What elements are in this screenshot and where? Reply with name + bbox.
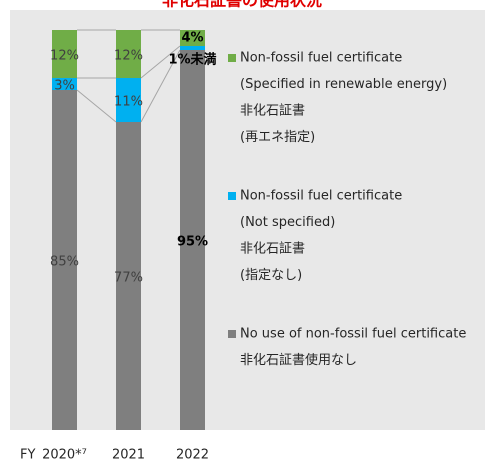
legend-label: 非化石証書 bbox=[240, 104, 305, 119]
bar-segment bbox=[116, 78, 141, 122]
legend-swatch bbox=[228, 192, 236, 200]
data-label: 12% bbox=[50, 49, 79, 64]
data-label: 3% bbox=[54, 79, 75, 94]
legend-label: 非化石証書使用なし bbox=[240, 352, 357, 368]
bar-segment bbox=[52, 90, 77, 430]
data-label: 11% bbox=[114, 95, 143, 110]
connector-line bbox=[76, 89, 117, 123]
bar-segment bbox=[180, 30, 205, 46]
data-label: 85% bbox=[50, 255, 79, 270]
data-label: 77% bbox=[114, 271, 143, 286]
bar-segment bbox=[52, 30, 77, 78]
legend-label: 非化石証書 bbox=[240, 242, 305, 257]
plot-background bbox=[10, 10, 485, 430]
data-label: 95% bbox=[177, 235, 208, 250]
legend-label: (再エネ指定) bbox=[240, 130, 315, 145]
bar-segment bbox=[116, 122, 141, 430]
bar-segment bbox=[116, 30, 141, 78]
connector-line bbox=[140, 45, 181, 79]
data-label: 1%未満 bbox=[168, 52, 216, 68]
data-label: 12% bbox=[114, 49, 143, 64]
data-label: 4% bbox=[181, 31, 203, 46]
x-tick-label: 2021 bbox=[112, 448, 145, 463]
legend-label: Non-fossil fuel certificate bbox=[240, 51, 402, 66]
legend-label: (Specified in renewable energy) bbox=[240, 77, 447, 92]
legend-swatch bbox=[228, 330, 236, 338]
legend-label: Non-fossil fuel certificate bbox=[240, 189, 402, 204]
x-axis-label: FY bbox=[20, 448, 35, 463]
x-tick-label: 2020*⁷ bbox=[42, 448, 87, 463]
bar-segment bbox=[180, 50, 205, 430]
legend-label: (指定なし) bbox=[240, 268, 302, 283]
legend-swatch bbox=[228, 54, 236, 62]
chart-title: 非化石証書の使用状況 bbox=[162, 0, 322, 10]
x-tick-label: 2022 bbox=[176, 448, 209, 463]
bar-segment bbox=[52, 78, 77, 90]
legend-label: No use of non-fossil fuel certificate bbox=[240, 327, 466, 342]
bar-segment bbox=[180, 46, 205, 50]
legend-label: (Not specified) bbox=[240, 215, 335, 230]
connector-line bbox=[140, 49, 181, 123]
